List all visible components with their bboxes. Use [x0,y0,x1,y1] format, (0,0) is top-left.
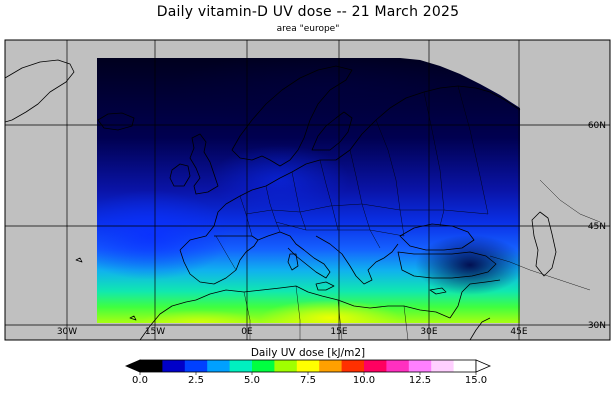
lat-label: 30N [588,321,606,331]
lat-label: 60N [588,121,606,131]
colorbar-segment [184,360,208,372]
colorbar-segment [162,360,186,372]
colorbar-tick-label: 15.0 [464,375,488,386]
colorbar-tick-label: 0.0 [132,375,148,386]
colorbar-segment [207,360,231,372]
colorbar-over-arrow [475,359,492,373]
colorbar-tick-label: 12.5 [408,375,432,386]
colorbar-ticks [139,372,477,375]
colorbar-segment [319,360,343,372]
longitude-labels: 30W 15W 0E 15E 30E 45E [57,327,528,337]
colorbar-segment [364,360,387,372]
colorbar-tick-label: 7.5 [300,375,316,386]
graticule [5,40,610,340]
lon-label: 45E [510,327,527,337]
colorbar-segment [140,360,163,372]
colorbar-tick-label: 10.0 [352,375,376,386]
map-title: Daily vitamin-D UV dose -- 21 March 2025 [156,4,460,20]
coastlines [5,59,557,340]
colorbar-segment [229,360,253,372]
latitude-labels: 60N 45N 30N [588,121,606,331]
colorbar-tick-label: 2.5 [188,375,204,386]
lon-label: 0E [241,327,253,337]
colorbar-under-arrow [124,359,141,373]
colorbar-tick-label: 5.0 [244,375,260,386]
country-borders [215,85,601,340]
colorbar-segment [408,360,432,372]
colorbar-segments [140,360,477,372]
colorbar [124,359,492,375]
colorbar-segment [341,360,365,372]
colorbar-segment [296,360,320,372]
lon-label: 30W [57,327,77,337]
lon-label: 15W [145,327,165,337]
colorbar-segment [274,360,298,372]
colorbar-segment [252,360,275,372]
colorbar-title: Daily UV dose [kJ/m2] [250,347,366,359]
colorbar-segment [431,360,455,372]
lat-label: 45N [588,222,606,232]
uv-dose-field [97,58,520,323]
lon-label: 15E [330,327,347,337]
colorbar-segment [453,360,477,372]
colorbar-segment [386,360,410,372]
lon-label: 30E [420,327,437,337]
map-subtitle: area "europe" [276,24,340,34]
